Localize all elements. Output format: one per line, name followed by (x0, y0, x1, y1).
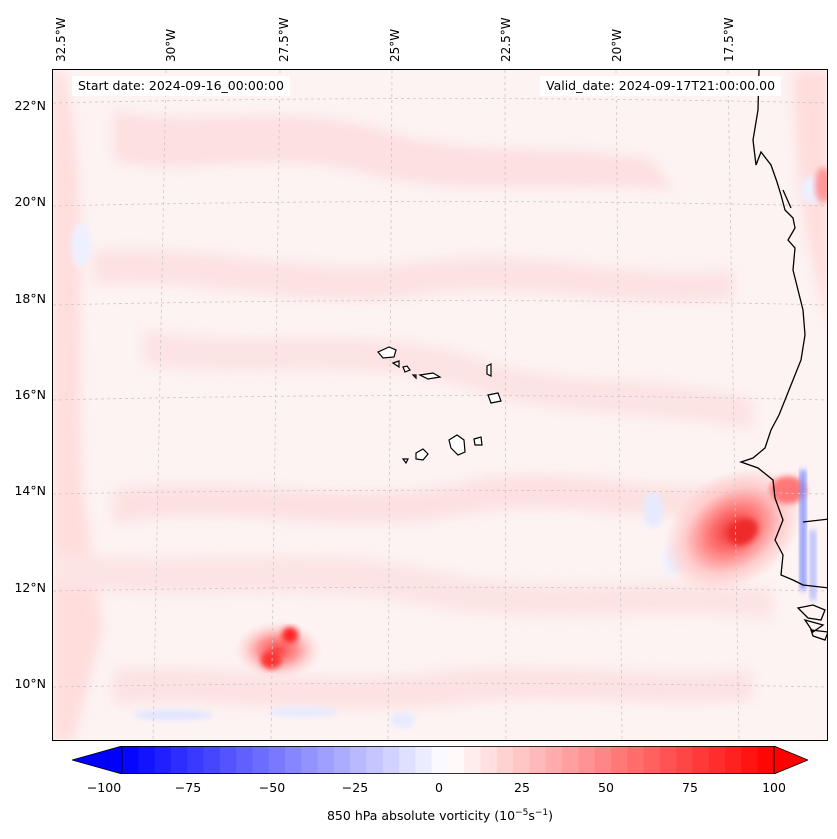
lon-label-32-5w: 32.5°W (54, 17, 68, 62)
lon-label-20w: 20°W (610, 28, 624, 62)
vorticity-field (53, 70, 827, 740)
lon-label-22-5w: 22.5°W (499, 17, 513, 62)
colorbar-tick-50: 50 (598, 780, 614, 795)
colorbar-cell (170, 746, 188, 774)
colorbar-cell (741, 746, 759, 774)
colorbar-cell (203, 746, 221, 774)
colorbar-cell (236, 746, 253, 774)
colorbar-cell (350, 746, 368, 774)
colorbar-cell (415, 746, 433, 774)
coastline (738, 70, 827, 641)
colorbar-cell (594, 746, 612, 774)
colorbar-cell (187, 746, 205, 774)
colorbar-tick-neg75: −75 (174, 780, 202, 795)
lat-label-10n: 10°N (14, 676, 46, 691)
colorbar-cell (513, 746, 531, 774)
colorbar-cell (496, 746, 514, 774)
lat-label-14n: 14°N (14, 483, 46, 498)
map-canvas (53, 70, 827, 740)
cape-verde-islands (377, 346, 502, 465)
colorbar-cell (333, 746, 351, 774)
colorbar-cell (578, 746, 596, 774)
colorbar-cell (545, 746, 563, 774)
colorbar-cell (154, 746, 172, 774)
lon-label-30w: 30°W (164, 28, 178, 62)
colorbar-cell (708, 746, 726, 774)
colorbar-label: 850 hPa absolute vorticity (10−5s−1) (0, 808, 837, 823)
colorbar-variable: 850 hPa absolute vorticity (326, 808, 491, 824)
coastal-negative-streak (800, 470, 816, 600)
colorbar-cell (285, 746, 302, 774)
colorbar-cell (219, 746, 237, 774)
colorbar-tick-0: 0 (435, 780, 443, 795)
colorbar-cell (562, 746, 579, 774)
lat-label-18n: 18°N (14, 291, 46, 306)
colorbar-cell (676, 746, 694, 774)
colorbar-cell (529, 746, 547, 774)
colorbar-cells (122, 746, 775, 774)
colorbar-cell (464, 746, 482, 774)
colorbar-cell (252, 746, 270, 774)
lat-label-20n: 20°N (14, 194, 46, 209)
colorbar-cell (431, 746, 449, 774)
colorbar-cell (317, 746, 335, 774)
colorbar-tick-neg25: −25 (341, 780, 369, 795)
colorbar-tick-100: 100 (762, 780, 786, 795)
colorbar-cell (268, 746, 286, 774)
colorbar-units: (10−5s−1) (494, 808, 554, 824)
colorbar-cell (659, 746, 677, 774)
lon-label-27-5w: 27.5°W (277, 17, 291, 62)
colorbar-cell (399, 746, 416, 774)
colorbar-min-extend-arrow (72, 746, 123, 774)
lat-label-12n: 12°N (14, 580, 46, 595)
colorbar-cell (138, 746, 156, 774)
colorbar-cell (382, 746, 400, 774)
colorbar-cell (480, 746, 498, 774)
colorbar-tick-25: 25 (514, 780, 530, 795)
colorbar-cell (692, 746, 710, 774)
gridlines (53, 70, 827, 740)
vorticity-maxima (233, 167, 827, 680)
colorbar (72, 746, 808, 774)
colorbar-cell (301, 746, 319, 774)
lon-label-25w: 25°W (388, 28, 402, 62)
colorbar-max-extend-arrow (773, 746, 808, 774)
colorbar-cell (448, 746, 465, 774)
lat-label-16n: 16°N (14, 387, 46, 402)
vorticity-map (52, 69, 828, 741)
colorbar-tick-neg50: −50 (258, 780, 286, 795)
valid-date-label: Valid_date: 2024-09-17T21:00:00.00 (540, 76, 782, 96)
lon-label-17-5w: 17.5°W (722, 17, 736, 62)
start-date-label: Start date: 2024-09-16_00:00:00 (72, 76, 290, 96)
colorbar-cell (611, 746, 628, 774)
colorbar-border (121, 746, 775, 774)
colorbar-tick-75: 75 (682, 780, 698, 795)
colorbar-cell (627, 746, 645, 774)
colorbar-cell (725, 746, 742, 774)
colorbar-tick-neg100: −100 (86, 780, 122, 795)
lat-label-22n: 22°N (14, 98, 46, 113)
colorbar-cell (757, 746, 775, 774)
colorbar-cell (366, 746, 384, 774)
colorbar-cell (122, 746, 139, 774)
colorbar-cell (643, 746, 661, 774)
